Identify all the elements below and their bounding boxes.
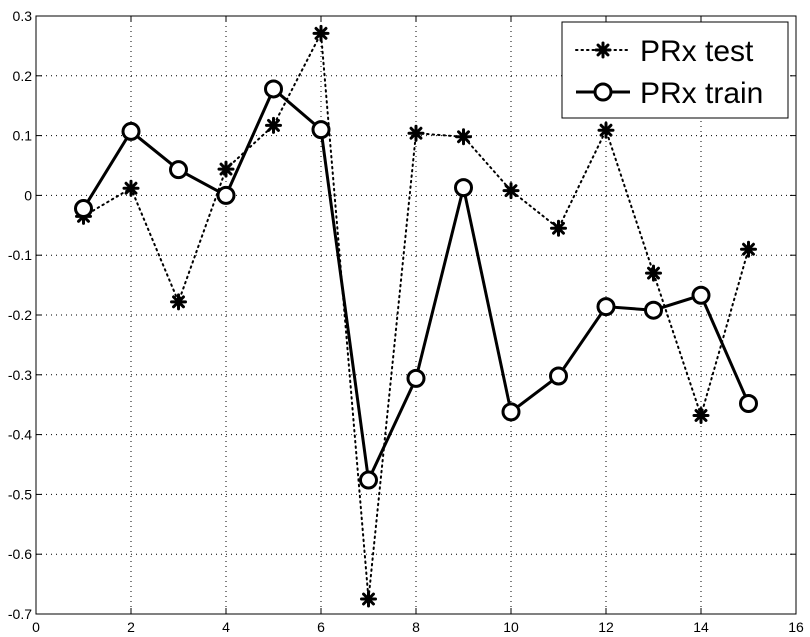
data-point	[217, 160, 235, 178]
series-group	[74, 24, 758, 608]
legend-entry-prx-train: PRx train	[576, 77, 763, 110]
y-tick-label: -0.6	[8, 546, 32, 562]
y-tick-label: -0.2	[8, 307, 32, 323]
x-tick-label: 0	[32, 619, 40, 635]
y-tick-label: -0.1	[8, 247, 32, 263]
data-point	[740, 240, 757, 258]
data-point	[455, 128, 472, 146]
x-axis: 0 2 4 6 8 10 12 14 16	[32, 619, 804, 635]
data-point	[454, 178, 473, 198]
data-point	[360, 590, 377, 608]
data-point	[216, 185, 236, 205]
data-point	[645, 264, 662, 282]
y-tick-label: 0.1	[13, 128, 33, 144]
legend-box	[561, 21, 789, 119]
data-point	[311, 120, 331, 140]
legend-circle-marker	[593, 82, 613, 102]
data-point	[122, 179, 140, 197]
y-tick-label: -0.7	[8, 606, 32, 622]
data-point	[265, 116, 282, 134]
y-tick-label: 0	[24, 187, 32, 203]
x-tick-label: 4	[222, 619, 230, 635]
axis-ticks	[35, 15, 797, 615]
x-tick-label: 8	[412, 619, 420, 635]
data-point	[502, 182, 520, 200]
x-tick-label: 16	[788, 619, 804, 635]
data-point	[596, 297, 616, 317]
legend-label: PRx test	[640, 35, 754, 68]
data-point	[501, 402, 521, 422]
data-point	[74, 199, 93, 219]
data-point	[550, 219, 567, 237]
data-point	[739, 394, 758, 414]
data-point	[359, 470, 378, 490]
legend: PRx test PRx train	[561, 21, 789, 119]
series-prx-train	[74, 79, 758, 490]
y-tick-label: -0.4	[8, 427, 32, 443]
legend-entry-prx-test: PRx test	[575, 35, 754, 68]
y-axis: 0.3 0.2 0.1 0 -0.1 -0.2 -0.3 -0.4 -0.5 -0.6 -0.7	[8, 8, 32, 622]
data-point	[121, 121, 141, 141]
x-tick-label: 10	[503, 619, 519, 635]
y-tick-label: 0.3	[13, 8, 33, 24]
data-point	[406, 368, 426, 388]
y-tick-label: -0.3	[8, 367, 32, 383]
data-point	[170, 293, 187, 311]
x-tick-label: 12	[598, 619, 614, 635]
x-tick-label: 6	[317, 619, 325, 635]
x-tick-label: 14	[693, 619, 709, 635]
data-point	[549, 366, 568, 386]
y-tick-label: -0.5	[8, 486, 32, 502]
data-point	[597, 121, 615, 139]
y-tick-label: 0.2	[13, 68, 33, 84]
data-point	[407, 124, 425, 142]
data-point	[169, 160, 188, 180]
data-point	[644, 300, 663, 320]
data-point	[691, 285, 711, 305]
x-tick-label: 2	[127, 619, 135, 635]
data-point	[312, 24, 330, 42]
data-point	[692, 406, 710, 424]
legend-asterisk-marker	[594, 41, 612, 59]
series-prx-test	[75, 24, 757, 608]
legend-label: PRx train	[640, 77, 763, 110]
data-point	[264, 79, 283, 99]
